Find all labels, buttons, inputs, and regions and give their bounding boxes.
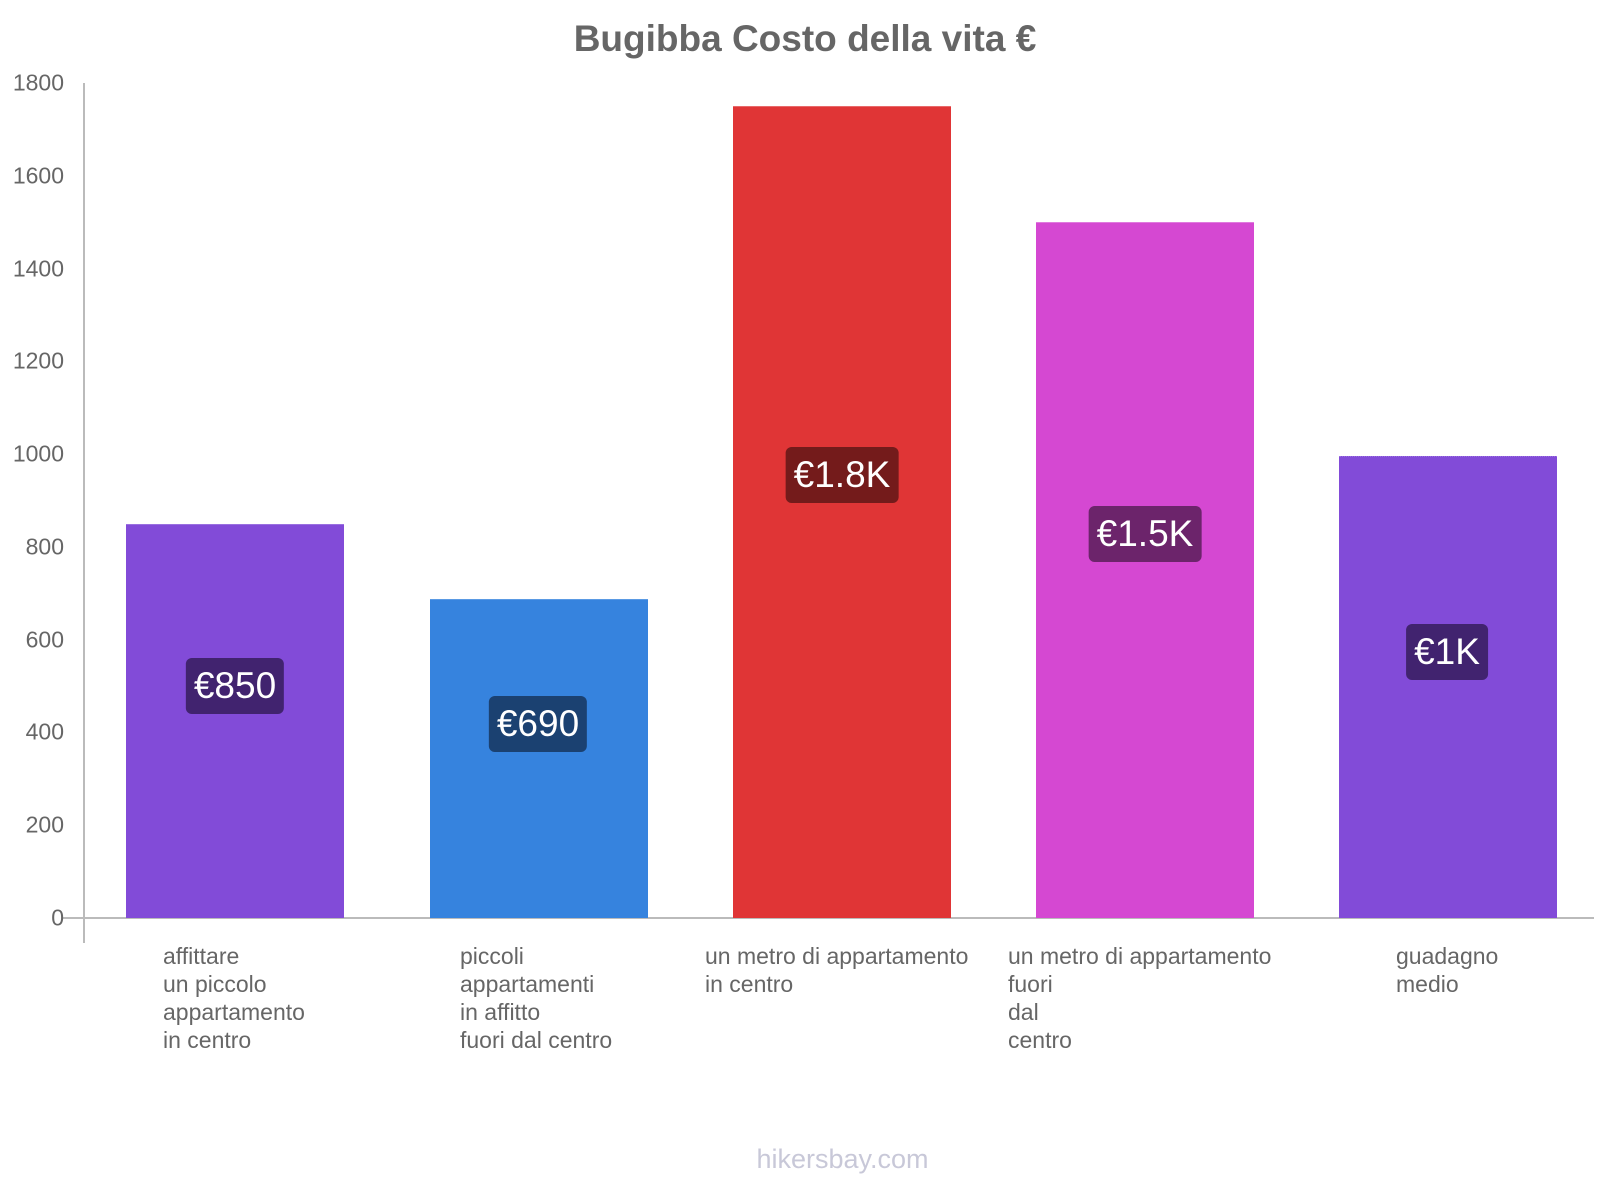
x-tick-label: affittare un piccolo appartamento in cen… [163,943,305,1053]
x-tick-label: guadagno medio [1396,943,1499,997]
value-label: €1K [1406,624,1488,680]
bar-rent-small-apartments-outside-center[interactable] [430,599,648,918]
y-tick-label: 1800 [12,69,64,96]
chart-title: Bugibba Costo della vita € [573,18,1037,59]
x-tick-label: piccoli appartamenti in affitto fuori da… [460,943,613,1053]
value-label: €1.8K [785,447,899,503]
y-tick-label: 800 [25,533,64,560]
y-axis-line [83,83,85,943]
x-tick-label: un metro di appartamento fuori dal centr… [1008,943,1272,1053]
bar-sqm-apartment-outside-center[interactable] [1036,222,1254,918]
bar-average-income[interactable] [1339,456,1557,918]
watermark: hikersbay.com [756,1144,929,1174]
y-tick-label: 1000 [12,440,64,467]
y-tick-label: 0 [51,904,64,931]
y-tick-mark-zero [62,917,84,919]
y-tick-label: 1200 [12,347,64,374]
y-tick-label: 400 [25,718,64,745]
y-tick-label: 1600 [12,162,64,189]
x-tick-label: un metro di appartamento in centro [705,943,969,997]
y-tick-label: 600 [25,626,64,653]
value-label: €690 [488,696,588,752]
y-tick-label: 200 [25,811,64,838]
bar-rent-small-apartment-center[interactable] [126,524,344,918]
y-tick-label: 1400 [12,255,64,282]
x-axis-line [62,917,1594,919]
value-label: €1.5K [1088,506,1202,562]
value-label: €850 [185,658,285,714]
bar-sqm-apartment-center[interactable] [733,106,951,918]
